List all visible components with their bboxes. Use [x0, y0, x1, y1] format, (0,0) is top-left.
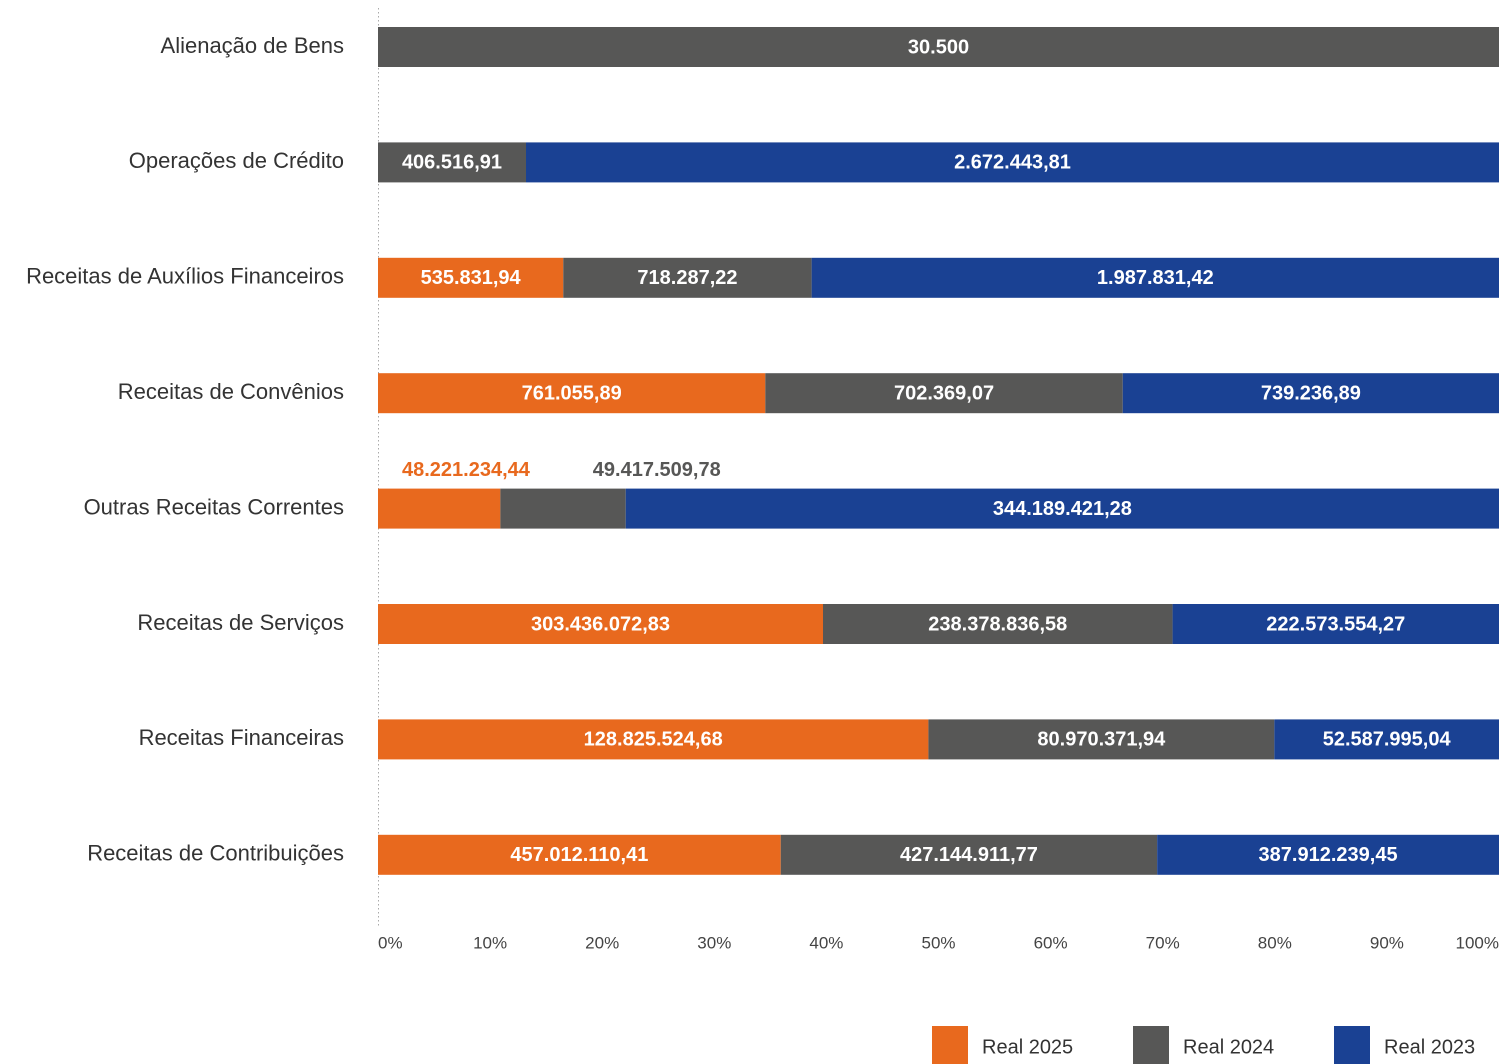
value-label: 718.287,22 — [637, 267, 737, 289]
value-label: 702.369,07 — [894, 382, 994, 404]
x-tick-label: 30% — [697, 933, 731, 952]
x-tick-label: 40% — [809, 933, 843, 952]
bar-segment — [811, 257, 1499, 298]
bar-segment — [378, 373, 766, 414]
value-label: 457.012.110,41 — [510, 844, 648, 866]
value-label: 80.970.371,94 — [1037, 729, 1166, 751]
bar-segment — [822, 604, 1173, 644]
bar-segment — [625, 488, 1499, 529]
x-tick-label: 70% — [1146, 933, 1180, 952]
x-tick-label: 10% — [473, 933, 507, 952]
category-label: Outras Receitas Correntes — [84, 494, 344, 519]
bar-segment — [378, 257, 564, 298]
value-label: 49.417.509,78 — [593, 459, 721, 481]
value-label: 344.189.421,28 — [993, 498, 1132, 520]
legend-swatch — [1133, 1026, 1169, 1064]
bar-segment — [563, 257, 812, 298]
category-label: Operações de Crédito — [129, 148, 344, 173]
legend-swatch — [1334, 1026, 1370, 1064]
x-tick-label: 100% — [1456, 933, 1499, 952]
value-label: 761.055,89 — [522, 382, 622, 404]
value-label: 222.573.554,27 — [1266, 613, 1405, 635]
bar-segment — [378, 719, 929, 760]
bar-segment — [1274, 719, 1499, 760]
category-label: Receitas de Auxílios Financeiros — [26, 264, 344, 289]
bar-segment — [378, 604, 823, 644]
bar-segment — [378, 488, 501, 529]
legend-label: Real 2023 — [1384, 1036, 1475, 1058]
x-tick-label: 50% — [921, 933, 955, 952]
value-label: 238.378.836,58 — [928, 613, 1067, 635]
bar-segment — [1122, 373, 1499, 414]
category-label: Receitas Financeiras — [139, 725, 344, 750]
value-label: 1.987.831,42 — [1097, 267, 1214, 289]
x-tick-label: 20% — [585, 933, 619, 952]
value-label: 739.236,89 — [1261, 382, 1361, 404]
value-label: 2.672.443,81 — [954, 152, 1071, 174]
bar-segment — [378, 834, 781, 875]
x-tick-label: 80% — [1258, 933, 1292, 952]
category-label: Receitas de Convênios — [118, 379, 344, 404]
x-tick-label: 90% — [1370, 933, 1404, 952]
legend-label: Real 2024 — [1183, 1036, 1274, 1058]
legend-label: Real 2025 — [982, 1036, 1073, 1058]
bar-segment — [526, 142, 1499, 183]
category-label: Receitas de Serviços — [137, 610, 344, 635]
value-label: 303.436.072,83 — [531, 613, 670, 635]
category-label: Alienação de Bens — [161, 33, 344, 58]
bar-segment — [378, 27, 1499, 67]
bar-segment — [378, 142, 527, 183]
category-label: Receitas de Contribuições — [87, 841, 344, 866]
bar-segment — [780, 834, 1158, 875]
bar-segment — [500, 488, 626, 529]
value-label: 406.516,91 — [402, 152, 502, 174]
value-label: 30.500 — [908, 36, 969, 58]
value-label: 128.825.524,68 — [584, 729, 723, 751]
value-label: 387.912.239,45 — [1259, 844, 1398, 866]
bar-segment — [1157, 834, 1499, 875]
x-tick-label: 0% — [378, 933, 403, 952]
value-label: 48.221.234,44 — [402, 459, 531, 481]
bar-segment — [928, 719, 1275, 760]
x-tick-label: 60% — [1034, 933, 1068, 952]
value-label: 535.831,94 — [421, 267, 522, 289]
legend-swatch — [932, 1026, 968, 1064]
bar-segment — [765, 373, 1123, 414]
value-label: 427.144.911,77 — [900, 844, 1038, 866]
bar-segment — [1172, 604, 1499, 644]
value-label: 52.587.995,04 — [1323, 729, 1452, 751]
